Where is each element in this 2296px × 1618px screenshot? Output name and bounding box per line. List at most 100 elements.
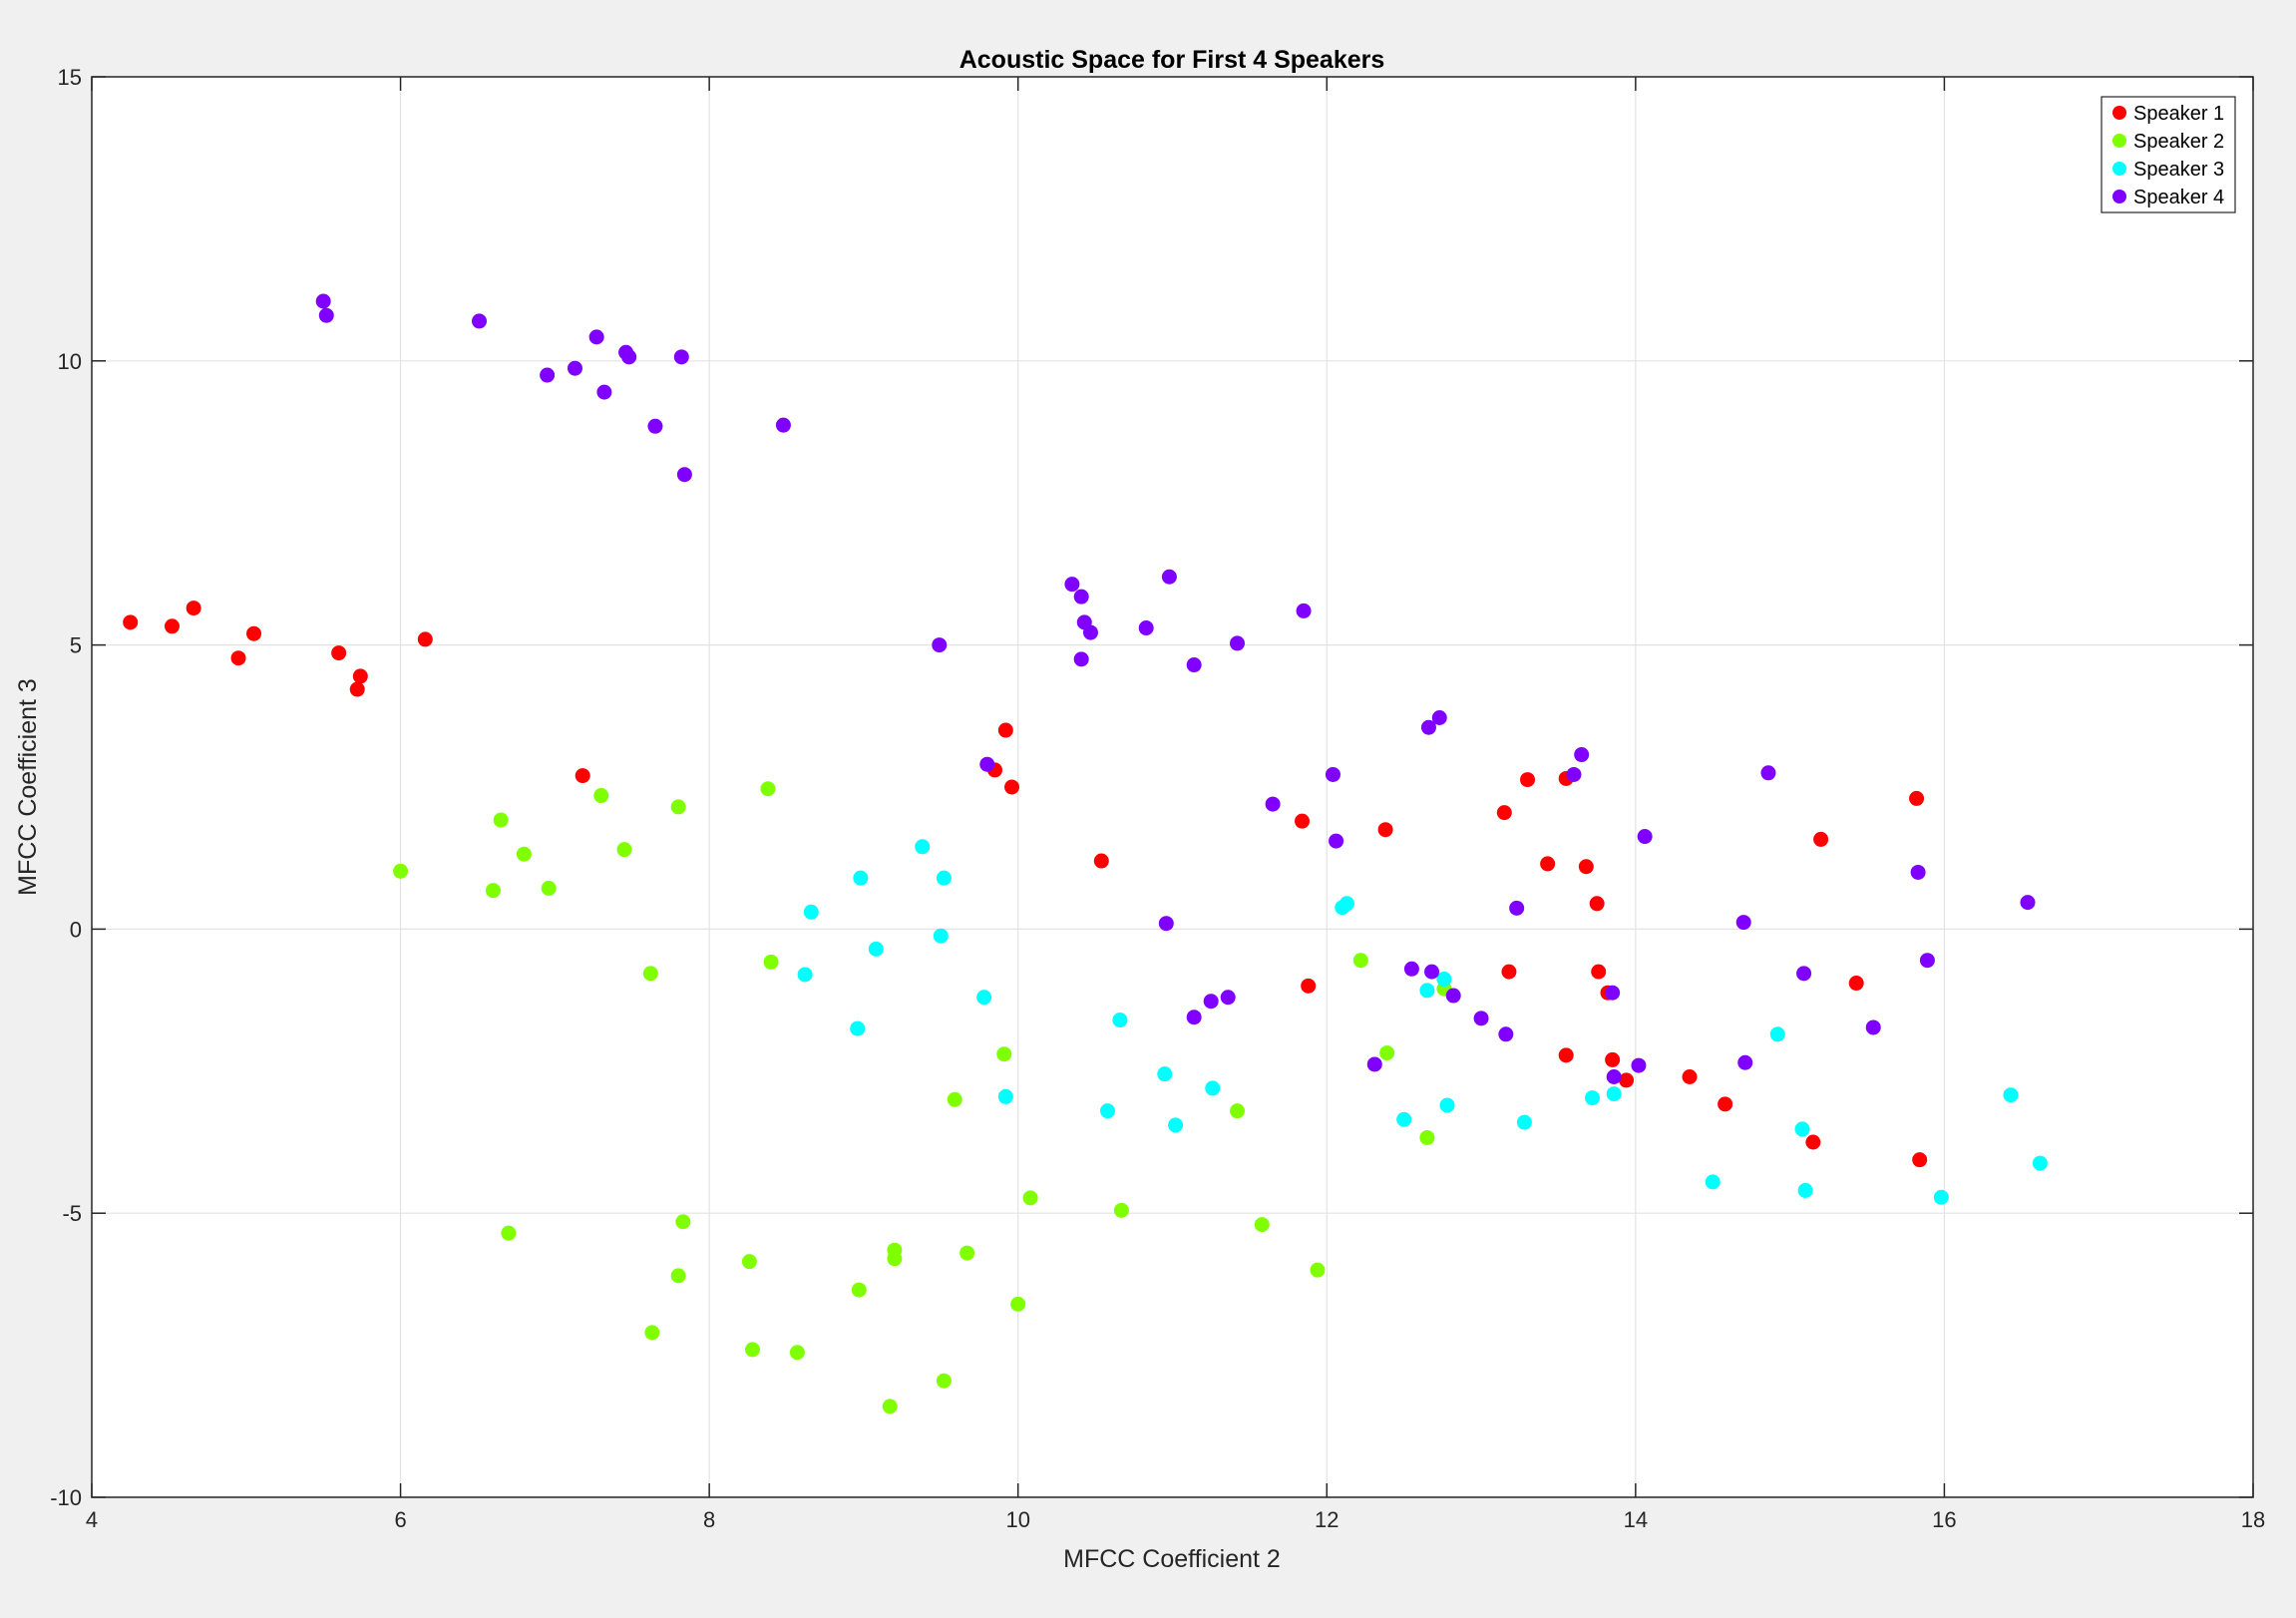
data-point [1760, 765, 1776, 781]
x-tick-label: 6 [394, 1507, 406, 1532]
data-point [1004, 779, 1020, 795]
data-point [596, 384, 612, 400]
data-point [1301, 978, 1317, 994]
chart-title: Acoustic Space for First 4 Speakers [959, 46, 1385, 74]
data-point [996, 1046, 1012, 1062]
data-point [1735, 915, 1751, 931]
data-point [516, 846, 532, 862]
data-point [1099, 1103, 1115, 1119]
data-point [763, 954, 779, 970]
data-point [1578, 859, 1594, 875]
legend-marker [2112, 134, 2126, 148]
data-point [1419, 983, 1435, 999]
data-point [2032, 1155, 2048, 1171]
data-point [1933, 1189, 1949, 1205]
y-tick-label: 5 [70, 633, 82, 658]
x-tick-label: 16 [1932, 1507, 1956, 1532]
data-point [1186, 1010, 1202, 1025]
data-point [417, 631, 433, 647]
data-point [1439, 1097, 1455, 1113]
data-point [393, 863, 409, 879]
series-speaker-2 [393, 781, 1452, 1415]
data-point [1501, 964, 1517, 980]
data-point [1295, 813, 1311, 829]
data-point [1520, 772, 1536, 788]
legend: Speaker 1 Speaker 2 Speaker 3 Speaker 4 [2101, 96, 2236, 213]
data-point [1230, 635, 1246, 651]
data-point [493, 812, 509, 828]
series-speaker-3 [797, 839, 2048, 1205]
data-point [1265, 796, 1281, 812]
data-point [997, 722, 1013, 738]
data-point [540, 367, 556, 383]
data-point [1082, 624, 1098, 640]
data-point [1436, 972, 1452, 988]
data-point [1339, 896, 1354, 912]
data-point [1813, 831, 1829, 847]
data-point [1606, 1086, 1622, 1102]
data-point [744, 1342, 760, 1358]
data-point [1909, 790, 1925, 806]
data-point [1631, 1057, 1647, 1073]
y-tick-label: 0 [70, 917, 82, 942]
data-point [1073, 589, 1089, 605]
data-point [1158, 916, 1174, 932]
data-point [501, 1225, 517, 1241]
data-point [593, 788, 609, 804]
data-point [1431, 710, 1447, 726]
x-tick-label: 14 [1624, 1507, 1648, 1532]
legend-marker [2112, 162, 2126, 176]
data-point [1496, 805, 1512, 821]
data-point [1379, 1045, 1395, 1061]
data-point [1366, 1056, 1382, 1072]
data-point [164, 618, 180, 634]
y-tick-label: -10 [50, 1485, 82, 1510]
data-point [1010, 1296, 1026, 1312]
data-point [318, 307, 334, 323]
data-point [1912, 1152, 1928, 1168]
data-point [882, 1399, 898, 1415]
data-points [123, 293, 2048, 1415]
data-point [1445, 988, 1461, 1004]
data-point [1113, 1202, 1129, 1218]
data-point [1516, 1114, 1532, 1130]
data-point [1585, 1090, 1601, 1106]
y-tick-label: 10 [58, 349, 82, 374]
data-point [1254, 1217, 1270, 1233]
data-point [1705, 1174, 1721, 1190]
data-point [868, 941, 884, 957]
axis-ticks: 4 6 8 10 12 14 16 18 -10 -5 0 5 10 15 [50, 65, 2265, 1532]
data-point [472, 313, 488, 329]
data-point [567, 360, 582, 376]
data-point [574, 768, 590, 784]
data-point [1574, 747, 1590, 763]
data-point [850, 1020, 866, 1036]
data-point [1329, 833, 1344, 849]
data-point [1403, 961, 1419, 977]
data-point [1919, 953, 1935, 969]
y-tick-label: 15 [58, 65, 82, 90]
data-point [1509, 900, 1525, 916]
x-tick-label: 18 [2241, 1507, 2265, 1532]
data-point [1203, 994, 1219, 1010]
data-point [349, 681, 365, 697]
data-point [932, 637, 948, 653]
data-point [1161, 569, 1177, 585]
data-point [1794, 1121, 1810, 1137]
x-axis-label: MFCC Coefficient 2 [1063, 1545, 1281, 1573]
series-speaker-4 [315, 293, 2036, 1084]
data-point [887, 1251, 903, 1267]
data-point [2020, 895, 2036, 911]
data-point [1396, 1111, 1412, 1127]
data-point [979, 756, 995, 772]
data-point [644, 1325, 660, 1341]
data-point [1093, 853, 1109, 869]
legend-marker [2112, 106, 2126, 120]
data-point [1589, 896, 1605, 912]
data-point [789, 1345, 805, 1361]
legend-entry-label: Speaker 3 [2133, 159, 2224, 181]
data-point [853, 870, 869, 886]
series-speaker-1 [123, 601, 1928, 1168]
data-point [1619, 1072, 1635, 1088]
